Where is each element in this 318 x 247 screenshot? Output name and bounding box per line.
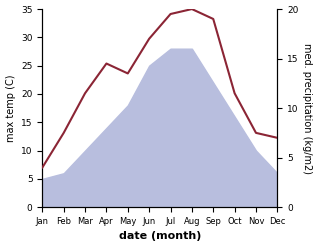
Y-axis label: max temp (C): max temp (C): [5, 74, 16, 142]
Y-axis label: med. precipitation (kg/m2): med. precipitation (kg/m2): [302, 43, 313, 174]
X-axis label: date (month): date (month): [119, 231, 201, 242]
